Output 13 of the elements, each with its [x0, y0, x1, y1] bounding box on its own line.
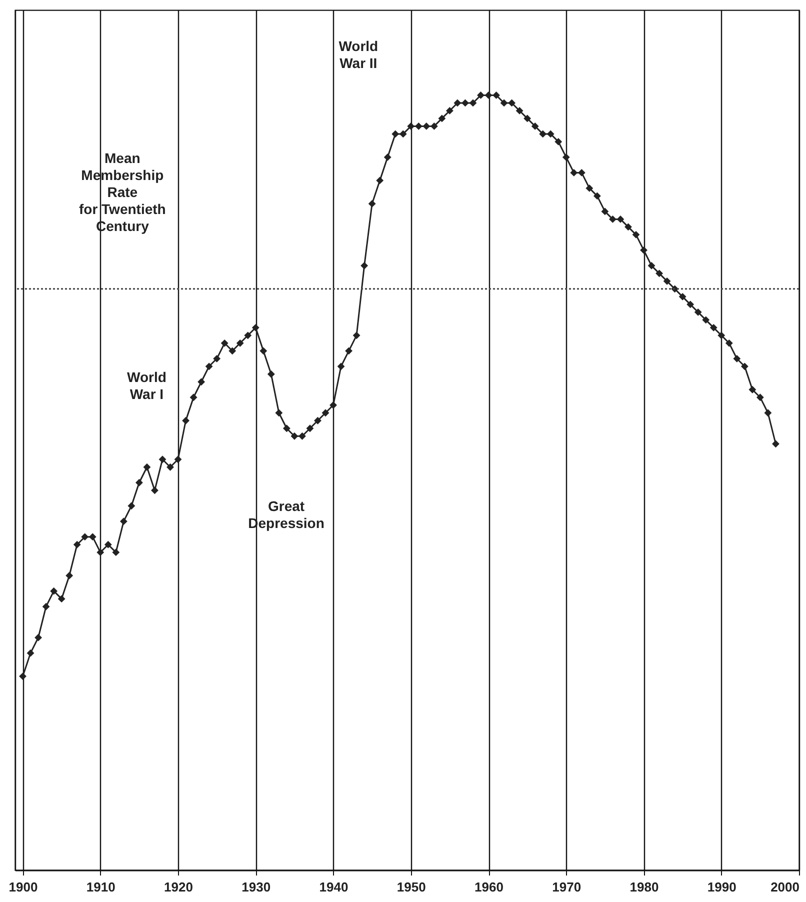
x-tick-label: 1900: [8, 880, 38, 894]
annotation: World War I: [127, 369, 166, 402]
x-tick-label: 1990: [707, 880, 736, 894]
x-tick-label: 1970: [552, 880, 582, 894]
x-tick-label: 1940: [319, 880, 348, 894]
x-tick-label: 1980: [630, 880, 659, 894]
text: World War II: [338, 38, 378, 72]
x-tick-label: 1920: [164, 880, 193, 894]
x-tick-label: 2000: [770, 880, 800, 894]
x-tick-label: 1950: [396, 880, 426, 894]
x-tick-label: 1960: [474, 880, 504, 894]
x-tick-label: 1910: [86, 880, 116, 894]
x-tick-label: 1930: [242, 880, 271, 894]
